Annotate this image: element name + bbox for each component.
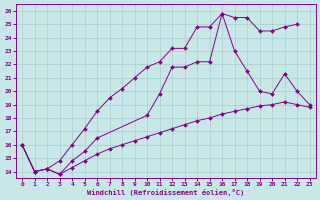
X-axis label: Windchill (Refroidissement éolien,°C): Windchill (Refroidissement éolien,°C) <box>87 189 244 196</box>
